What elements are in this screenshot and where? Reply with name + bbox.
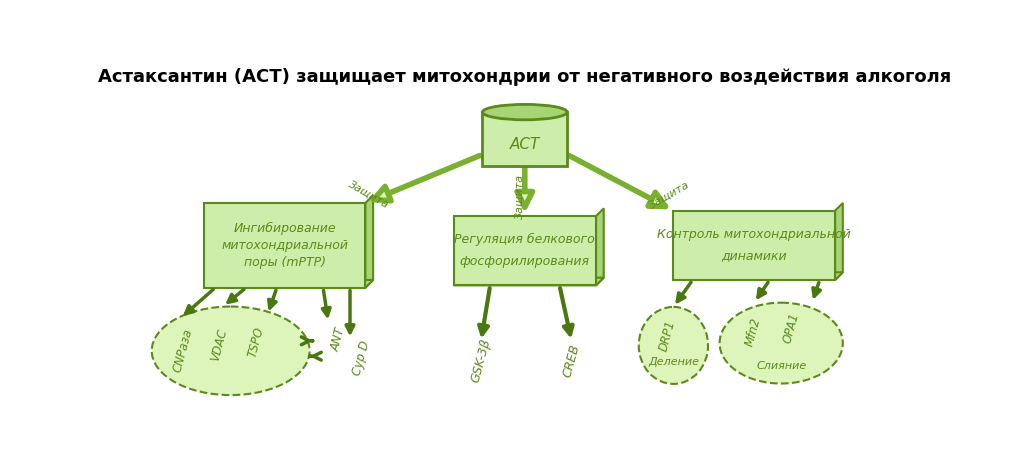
FancyBboxPatch shape <box>482 112 567 166</box>
FancyBboxPatch shape <box>454 216 596 285</box>
Polygon shape <box>204 280 373 288</box>
Text: Cyp D: Cyp D <box>350 340 373 377</box>
Polygon shape <box>836 203 843 280</box>
Ellipse shape <box>639 307 708 384</box>
Text: Mfn2: Mfn2 <box>742 316 763 347</box>
Ellipse shape <box>482 150 567 166</box>
Text: Контроль митохондриальной: Контроль митохондриальной <box>657 228 851 241</box>
Text: ANT: ANT <box>329 326 348 352</box>
Text: Регуляция белкового: Регуляция белкового <box>455 233 595 246</box>
Polygon shape <box>674 272 843 280</box>
Text: Астаксантин (АСТ) защищает митохондрии от негативного воздействия алкоголя: Астаксантин (АСТ) защищает митохондрии о… <box>98 68 951 86</box>
Text: CREB: CREB <box>561 343 583 379</box>
Text: DRP1: DRP1 <box>656 319 678 353</box>
Text: Ингибирование: Ингибирование <box>233 222 336 235</box>
Text: поры (mPTP): поры (mPTP) <box>244 256 326 269</box>
Text: фосфорилирования: фосфорилирования <box>460 255 590 268</box>
Text: Деление: Деление <box>648 357 699 367</box>
Text: VDAC: VDAC <box>209 328 229 363</box>
Text: OPA1: OPA1 <box>781 311 802 344</box>
Ellipse shape <box>720 303 843 384</box>
FancyBboxPatch shape <box>204 203 366 288</box>
Text: Слияние: Слияние <box>756 361 806 371</box>
Text: АСТ: АСТ <box>510 137 540 152</box>
Text: TSPO: TSPO <box>246 326 266 359</box>
Text: CNPаза: CNPаза <box>171 328 195 374</box>
Text: Защита: Защита <box>647 179 691 210</box>
Text: Защита: Защита <box>347 179 391 210</box>
Text: Защита: Защита <box>514 174 524 219</box>
Text: GSK-3β: GSK-3β <box>469 337 493 384</box>
Ellipse shape <box>152 307 309 395</box>
Text: динамики: динамики <box>722 250 787 263</box>
Ellipse shape <box>482 104 567 120</box>
Polygon shape <box>454 278 604 285</box>
Polygon shape <box>366 195 373 288</box>
Text: митохондриальной: митохондриальной <box>221 239 348 252</box>
FancyBboxPatch shape <box>674 211 836 280</box>
Polygon shape <box>596 208 604 285</box>
